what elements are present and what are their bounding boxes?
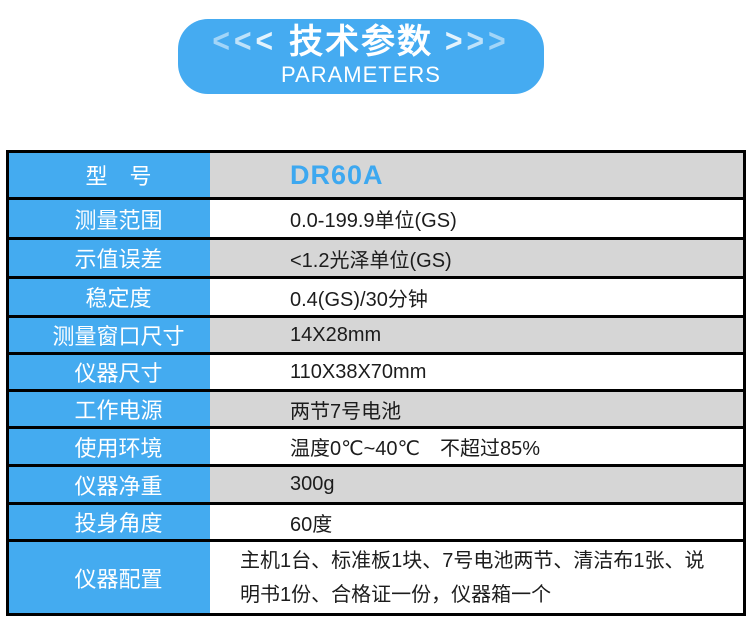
badge-title-row: < < < 技术参数 > > > (212, 25, 509, 59)
header-badge: < < < 技术参数 > > > PARAMETERS (178, 19, 544, 94)
spec-row-configuration: 仪器配置 主机1台、标准板1块、7号电池两节、清洁布1张、说明书1份、合格证一份… (9, 539, 743, 613)
right-arrow-icon: > (488, 23, 510, 60)
spec-row-indication-error: 示值误差 <1.2光泽单位(GS) (9, 237, 743, 276)
spec-value: 110X38X70mm (210, 355, 743, 389)
spec-value: 300g (210, 467, 743, 502)
right-arrow-icon: > (445, 23, 467, 60)
spec-row-model: 型 号 DR60A (9, 153, 743, 197)
left-arrow-icon: < (255, 23, 277, 60)
spec-row-instrument-size: 仪器尺寸 110X38X70mm (9, 352, 743, 389)
spec-label: 仪器净重 (9, 467, 210, 502)
spec-label: 稳定度 (9, 279, 210, 315)
right-arrow-icon: > (466, 23, 489, 60)
spec-label: 测量窗口尺寸 (9, 318, 210, 352)
spec-value: 温度0℃~40℃ 不超过85% (210, 429, 743, 464)
spec-label: 测量范围 (9, 200, 210, 237)
page-title: 技术参数 (289, 23, 433, 61)
spec-label: 仪器配置 (9, 542, 210, 613)
spec-label: 投身角度 (9, 505, 210, 539)
spec-value: 60度 (210, 505, 743, 539)
spec-value-model: DR60A (210, 153, 743, 197)
spec-table: 型 号 DR60A 测量范围 0.0-199.9单位(GS) 示值误差 <1.2… (6, 150, 746, 616)
spec-value: <1.2光泽单位(GS) (210, 240, 743, 276)
spec-label: 工作电源 (9, 392, 210, 426)
spec-row-power: 工作电源 两节7号电池 (9, 389, 743, 426)
left-arrow-icon: < (212, 23, 234, 60)
left-arrow-icon: < (233, 23, 256, 60)
spec-value: 0.4(GS)/30分钟 (210, 279, 743, 315)
spec-label: 仪器尺寸 (9, 355, 210, 389)
spec-label: 型 号 (9, 153, 210, 197)
spec-label: 示值误差 (9, 240, 210, 276)
left-arrows-icon: < < < (212, 23, 277, 60)
spec-value: 14X28mm (210, 318, 743, 352)
spec-row-measure-range: 测量范围 0.0-199.9单位(GS) (9, 197, 743, 237)
spec-value: 两节7号电池 (210, 392, 743, 426)
spec-value-configuration: 主机1台、标准板1块、7号电池两节、清洁布1张、说明书1份、合格证一份，仪器箱一… (210, 542, 743, 613)
right-arrows-icon: > > > (445, 23, 510, 60)
spec-row-environment: 使用环境 温度0℃~40℃ 不超过85% (9, 426, 743, 464)
spec-label: 使用环境 (9, 429, 210, 464)
page-subtitle: PARAMETERS (281, 62, 441, 87)
spec-row-window-size: 测量窗口尺寸 14X28mm (9, 315, 743, 352)
spec-row-stability: 稳定度 0.4(GS)/30分钟 (9, 276, 743, 315)
spec-row-net-weight: 仪器净重 300g (9, 464, 743, 502)
spec-value: 0.0-199.9单位(GS) (210, 200, 743, 237)
spec-row-projection-angle: 投身角度 60度 (9, 502, 743, 539)
